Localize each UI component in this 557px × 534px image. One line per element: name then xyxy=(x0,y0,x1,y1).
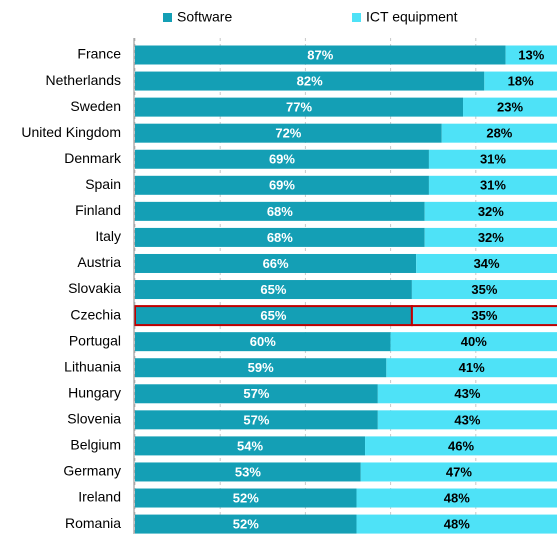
value-label: 69% xyxy=(269,152,295,167)
value-label: 32% xyxy=(478,230,504,245)
y-tick-label: Belgium xyxy=(70,437,121,453)
legend-swatch xyxy=(352,13,361,22)
y-tick-label: Hungary xyxy=(68,384,121,400)
value-label: 69% xyxy=(269,178,295,193)
bar-segment xyxy=(135,123,442,143)
bar-segment xyxy=(135,462,361,482)
value-label: 59% xyxy=(248,360,274,375)
bar-segment xyxy=(135,436,366,456)
value-label: 31% xyxy=(480,178,506,193)
value-label: 72% xyxy=(275,126,301,141)
value-label: 65% xyxy=(260,308,286,323)
y-tick-label: Slovakia xyxy=(68,280,121,296)
value-label: 77% xyxy=(286,100,312,115)
legend-swatch xyxy=(163,13,172,22)
value-label: 52% xyxy=(233,490,259,505)
y-tick-label: Spain xyxy=(85,176,121,192)
y-tick-label: Lithuania xyxy=(64,358,121,374)
value-label: 48% xyxy=(444,517,470,532)
value-label: 23% xyxy=(497,100,523,115)
bar-segment xyxy=(484,71,557,91)
value-label: 13% xyxy=(518,47,544,62)
value-label: 60% xyxy=(250,334,276,349)
value-label: 52% xyxy=(233,517,259,532)
legend-label: ICT equipment xyxy=(366,9,458,25)
bar-segment xyxy=(135,280,412,300)
y-tick-label: Denmark xyxy=(64,150,122,166)
bar-segment xyxy=(135,253,417,273)
value-label: 54% xyxy=(237,438,263,453)
bar-segment xyxy=(135,97,464,117)
bar-segment xyxy=(135,514,357,534)
bar-segment xyxy=(135,45,506,65)
bar-segment xyxy=(377,384,557,404)
value-label: 34% xyxy=(474,256,500,271)
bar-segment xyxy=(135,149,429,169)
bar-segment xyxy=(377,410,557,430)
value-label: 66% xyxy=(263,256,289,271)
y-tick-label: United Kingdom xyxy=(21,124,121,140)
bar-segment xyxy=(135,358,387,378)
y-tick-label: Ireland xyxy=(78,489,121,505)
bar-segment xyxy=(441,123,557,143)
value-label: 35% xyxy=(471,282,497,297)
y-tick-label: Portugal xyxy=(69,332,121,348)
y-tick-label: Italy xyxy=(95,228,121,244)
y-tick-label: Romania xyxy=(65,515,121,531)
bar-segment xyxy=(365,436,557,456)
bar-segment xyxy=(416,253,557,273)
value-label: 35% xyxy=(471,308,497,323)
value-label: 65% xyxy=(260,282,286,297)
bar-segment xyxy=(135,175,429,195)
value-label: 41% xyxy=(459,360,485,375)
value-label: 47% xyxy=(446,464,472,479)
value-label: 28% xyxy=(486,126,512,141)
bar-segment xyxy=(356,514,557,534)
value-label: 87% xyxy=(307,47,333,62)
value-label: 32% xyxy=(478,204,504,219)
value-label: 57% xyxy=(243,412,269,427)
value-label: 48% xyxy=(444,490,470,505)
bar-segment xyxy=(356,488,557,508)
bar-segment xyxy=(424,201,557,221)
bar-segment xyxy=(360,462,557,482)
value-label: 82% xyxy=(297,73,323,88)
bar-segment xyxy=(135,410,378,430)
value-label: 31% xyxy=(480,152,506,167)
value-label: 43% xyxy=(454,386,480,401)
value-label: 68% xyxy=(267,230,293,245)
legend-label: Software xyxy=(177,9,232,25)
y-tick-label: Finland xyxy=(75,202,121,218)
bar-segment xyxy=(428,175,557,195)
bar-segment xyxy=(135,71,485,91)
value-label: 57% xyxy=(243,386,269,401)
bar-segment xyxy=(505,45,557,65)
y-tick-label: Czechia xyxy=(70,306,121,322)
y-tick-label: Netherlands xyxy=(46,72,122,88)
bar-segment xyxy=(135,332,391,352)
value-label: 18% xyxy=(508,73,534,88)
value-label: 53% xyxy=(235,464,261,479)
y-tick-label: Austria xyxy=(77,254,121,270)
bar-segment xyxy=(463,97,557,117)
bar-segment xyxy=(424,227,557,247)
value-label: 40% xyxy=(461,334,487,349)
y-tick-label: Germany xyxy=(63,463,121,479)
y-tick-label: France xyxy=(77,46,121,62)
y-tick-label: Slovenia xyxy=(67,411,121,427)
bar-segment xyxy=(410,305,557,327)
value-label: 68% xyxy=(267,204,293,219)
bar-segment xyxy=(390,332,557,352)
value-label: 43% xyxy=(454,412,480,427)
value-label: 46% xyxy=(448,438,474,453)
bar-segment xyxy=(386,358,557,378)
bar-segment xyxy=(428,149,557,169)
bar-segment xyxy=(135,227,425,247)
bar-segment xyxy=(135,488,357,508)
bar-segment xyxy=(135,201,425,221)
bar-segment xyxy=(135,384,378,404)
bar-segment xyxy=(411,280,557,300)
y-tick-label: Sweden xyxy=(70,98,121,114)
